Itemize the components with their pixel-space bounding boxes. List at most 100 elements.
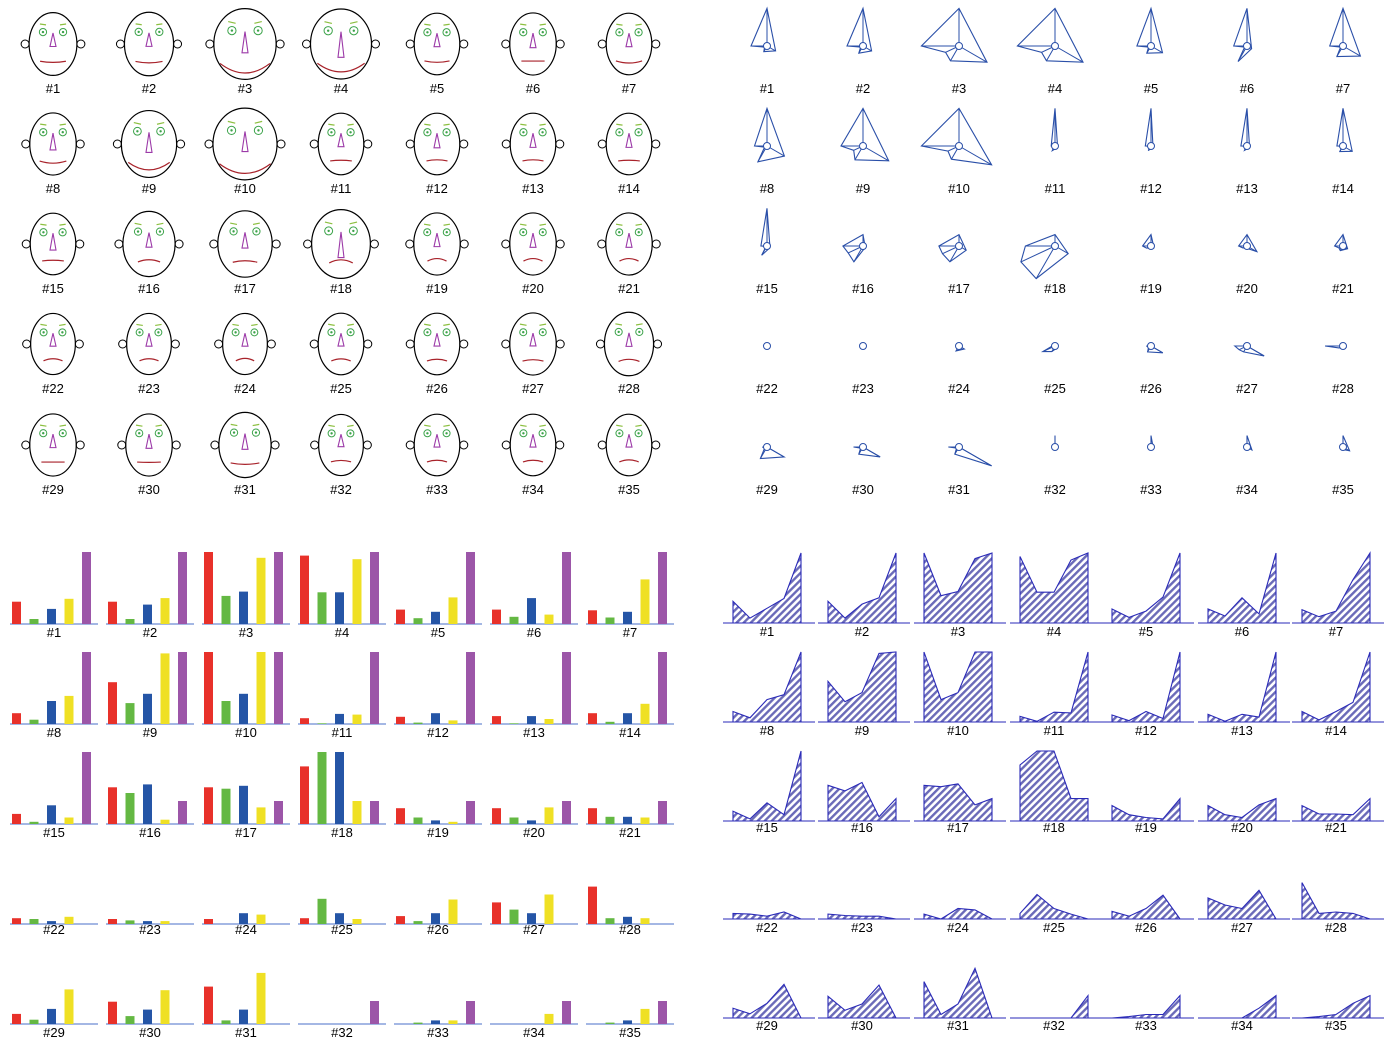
panel-label: #6 xyxy=(1235,624,1249,639)
area-fill xyxy=(827,552,897,624)
panel-label: #27 xyxy=(523,922,545,937)
brow xyxy=(328,424,335,428)
nose xyxy=(145,232,153,248)
bar xyxy=(125,1016,135,1024)
panel-label: #27 xyxy=(522,381,544,396)
pupil xyxy=(637,432,640,435)
brow xyxy=(230,222,238,226)
bar xyxy=(204,552,213,624)
bar xyxy=(509,817,519,824)
bar xyxy=(221,701,231,724)
brow xyxy=(39,424,47,427)
nose xyxy=(145,434,153,449)
mouth xyxy=(426,159,448,162)
panel-label: #31 xyxy=(947,1018,969,1033)
bar xyxy=(588,610,597,624)
nose xyxy=(433,333,441,347)
eye xyxy=(614,327,623,336)
face xyxy=(501,12,565,76)
bar-plot xyxy=(10,752,98,825)
eye xyxy=(634,429,643,438)
brow xyxy=(155,424,163,427)
face-outline xyxy=(30,312,76,376)
eye xyxy=(423,228,432,237)
panel-label: #21 xyxy=(1332,281,1354,296)
area-plot xyxy=(1102,552,1194,624)
area-plot xyxy=(723,651,815,723)
bar xyxy=(274,652,283,724)
panel-label: #15 xyxy=(756,281,778,296)
bar xyxy=(352,714,362,724)
nose xyxy=(529,33,537,49)
star-outline xyxy=(750,6,777,53)
area-plot xyxy=(723,750,815,822)
eye xyxy=(519,28,528,37)
bar xyxy=(12,601,21,624)
pupil xyxy=(426,331,429,334)
ear-left xyxy=(597,440,607,450)
bar xyxy=(544,719,554,724)
pupil xyxy=(445,231,448,234)
star-center xyxy=(1147,142,1155,150)
bar-plot xyxy=(394,1001,482,1025)
bar xyxy=(640,918,650,924)
brow xyxy=(136,323,143,327)
star-center xyxy=(955,42,963,50)
face xyxy=(597,12,661,76)
bar xyxy=(47,701,56,724)
bar-plot xyxy=(298,552,386,625)
panel-label: #22 xyxy=(42,381,64,396)
pupil xyxy=(522,231,525,234)
area-plot xyxy=(1198,889,1290,920)
nose xyxy=(337,333,345,347)
brow xyxy=(349,221,358,225)
pupil xyxy=(232,230,235,233)
brow xyxy=(134,222,142,226)
panel-label: #17 xyxy=(948,281,970,296)
mouth xyxy=(219,62,271,74)
bar xyxy=(466,1001,475,1024)
bar xyxy=(544,1013,554,1024)
pupil xyxy=(522,432,525,435)
area-fill xyxy=(923,966,993,1019)
bar-plot xyxy=(586,552,674,625)
star xyxy=(1336,108,1353,153)
face-outline xyxy=(317,112,365,176)
star-center xyxy=(859,342,867,350)
panel-label: #25 xyxy=(331,922,353,937)
star xyxy=(1237,233,1259,253)
bar-plot xyxy=(298,898,386,925)
ear-left xyxy=(204,139,214,149)
nose xyxy=(241,131,249,153)
panel-label: #10 xyxy=(234,181,256,196)
face-outline xyxy=(605,212,653,276)
panel-label: #7 xyxy=(622,81,636,96)
ear-right xyxy=(363,339,373,349)
panel-label: #28 xyxy=(1332,381,1354,396)
bar xyxy=(431,1020,440,1024)
area-plot xyxy=(1292,551,1384,624)
ear-left xyxy=(21,239,31,249)
mouth xyxy=(39,160,67,164)
bar xyxy=(544,807,554,824)
eye xyxy=(155,227,165,236)
pupil xyxy=(637,31,640,34)
bar xyxy=(640,703,650,724)
panel-label: #14 xyxy=(618,181,640,196)
pupil xyxy=(232,431,236,434)
brow xyxy=(635,123,642,126)
star-center xyxy=(955,443,963,451)
ear-left xyxy=(501,339,511,349)
pupil xyxy=(541,31,544,34)
face-outline xyxy=(120,109,178,179)
star xyxy=(954,342,966,352)
nose xyxy=(49,233,57,251)
nose xyxy=(529,434,537,448)
bar xyxy=(29,619,39,624)
bar xyxy=(317,752,327,824)
panel-label: #15 xyxy=(42,281,64,296)
area-plot xyxy=(818,781,910,822)
ear-left xyxy=(118,339,128,349)
eye xyxy=(442,429,451,438)
face xyxy=(597,212,661,276)
